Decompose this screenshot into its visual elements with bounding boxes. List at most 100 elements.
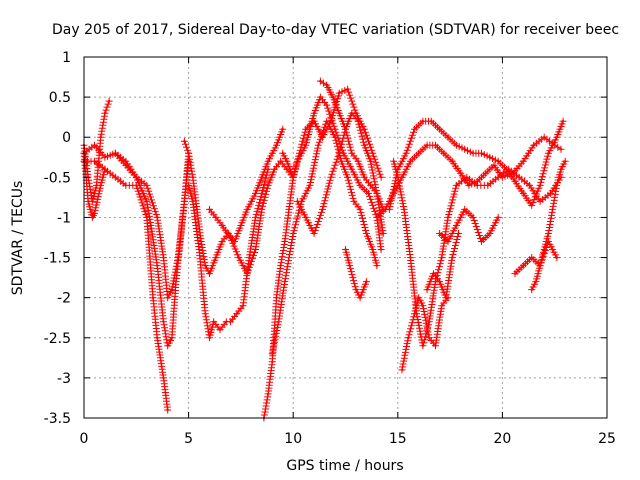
- data-point: [191, 200, 194, 203]
- data-point: [442, 152, 445, 155]
- data-point: [135, 176, 138, 179]
- series-markers: [528, 157, 569, 294]
- data-point: [304, 128, 307, 131]
- data-point: [321, 136, 324, 139]
- data-point: [507, 168, 510, 171]
- data-point: [271, 360, 274, 363]
- data-point: [191, 176, 194, 179]
- data-point: [369, 184, 372, 187]
- data-point: [538, 184, 542, 187]
- data-point: [344, 248, 347, 251]
- data-point: [283, 280, 286, 283]
- data-point: [340, 160, 343, 163]
- data-point: [463, 208, 466, 211]
- data-point: [346, 87, 349, 91]
- data-point: [312, 112, 316, 115]
- data-point: [350, 112, 353, 115]
- data-point: [93, 212, 96, 215]
- plot-frame: [83, 56, 608, 419]
- y-tick-label: 1: [62, 50, 71, 66]
- data-point: [166, 296, 169, 299]
- series-s5: [111, 149, 193, 302]
- data-point: [392, 160, 395, 163]
- series-s13: [316, 77, 387, 213]
- data-point: [241, 304, 245, 307]
- data-point: [348, 264, 351, 267]
- series-s17: [390, 157, 565, 350]
- data-point: [446, 136, 450, 139]
- data-point: [271, 352, 274, 355]
- data-point: [400, 368, 404, 372]
- data-point: [425, 288, 429, 291]
- data-point: [107, 99, 111, 103]
- data-point: [400, 176, 404, 179]
- data-point: [407, 336, 410, 339]
- data-point: [438, 232, 441, 235]
- data-point: [430, 120, 433, 123]
- data-point: [451, 160, 454, 163]
- data-point: [99, 136, 102, 139]
- data-point: [246, 208, 249, 211]
- data-point: [513, 272, 517, 275]
- data-point: [388, 208, 391, 211]
- data-point: [235, 312, 238, 315]
- data-point: [363, 144, 366, 147]
- data-point: [538, 200, 542, 203]
- data-point: [352, 200, 356, 203]
- data-point: [99, 184, 102, 187]
- data-point: [218, 328, 222, 331]
- data-point: [95, 184, 98, 187]
- data-point: [547, 232, 550, 235]
- data-point: [417, 296, 420, 299]
- data-point: [344, 128, 347, 131]
- data-point: [354, 288, 358, 291]
- data-point: [208, 272, 211, 275]
- data-point: [145, 184, 148, 187]
- data-point: [425, 144, 429, 147]
- data-point: [476, 184, 479, 187]
- y-tick-label: 0: [62, 130, 71, 146]
- data-point: [197, 248, 201, 251]
- data-point: [438, 280, 441, 283]
- data-point: [312, 120, 316, 123]
- data-point: [365, 232, 368, 235]
- data-point: [402, 208, 406, 211]
- data-point: [135, 184, 138, 187]
- data-point: [363, 176, 366, 179]
- data-point: [346, 176, 349, 179]
- series-s18: [398, 294, 452, 374]
- data-point: [220, 224, 224, 227]
- series-s10: [268, 117, 381, 358]
- data-point: [237, 256, 240, 259]
- data-point: [156, 216, 159, 219]
- chart-title: Day 205 of 2017, Sidereal Day-to-day VTE…: [52, 22, 619, 38]
- data-point: [438, 128, 441, 131]
- data-point: [528, 184, 531, 187]
- data-point: [356, 160, 360, 163]
- data-point: [375, 192, 379, 195]
- data-point: [409, 160, 412, 163]
- data-point: [325, 103, 328, 107]
- data-point: [176, 256, 180, 259]
- data-point: [304, 216, 307, 219]
- data-point: [170, 288, 174, 291]
- data-point: [434, 280, 437, 283]
- data-point: [300, 200, 303, 203]
- data-point: [522, 160, 525, 163]
- data-point: [250, 200, 253, 203]
- data-point: [379, 176, 383, 179]
- x-tick-label: 5: [184, 431, 193, 447]
- series-s14: [342, 246, 370, 302]
- data-point: [446, 216, 450, 219]
- series-line: [393, 161, 562, 346]
- data-point: [488, 232, 491, 235]
- data-point: [266, 392, 270, 396]
- series-s21: [511, 238, 561, 278]
- data-point: [254, 192, 257, 195]
- data-point: [434, 344, 437, 347]
- data-point: [275, 296, 278, 299]
- x-tick-label: 25: [598, 431, 616, 447]
- data-point: [325, 83, 328, 87]
- data-point: [298, 152, 301, 155]
